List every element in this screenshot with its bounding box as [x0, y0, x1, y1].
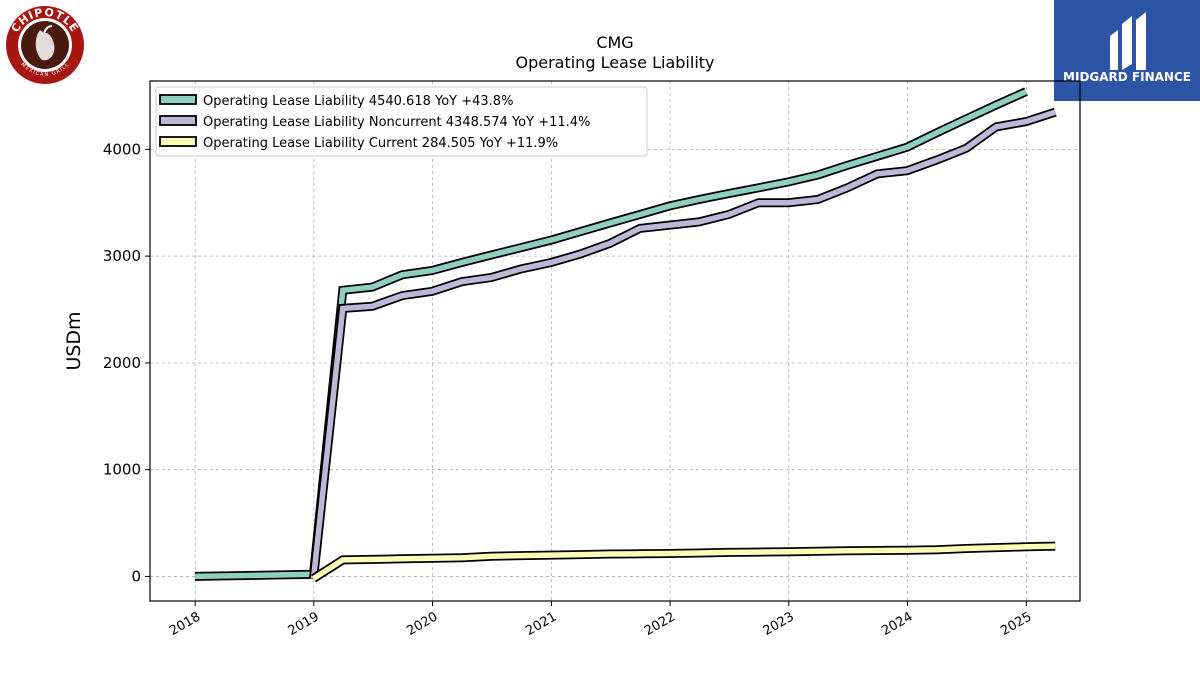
y-tick-label: 2000 [103, 354, 141, 372]
legend-swatch [159, 94, 197, 105]
series-outline [309, 107, 1057, 580]
x-axis: 2018 2019 2020 2021 2022 2023 2024 2025 [167, 601, 1034, 639]
y-tick-label: 3000 [103, 247, 141, 265]
chart-subtitle: Operating Lease Liability [515, 53, 714, 72]
y-tick-label: 0 [131, 567, 141, 585]
y-axis: 0 1000 2000 3000 4000 [103, 140, 150, 585]
chart-title: CMG [596, 33, 633, 52]
x-tick-label: 2018 [167, 609, 203, 639]
legend-swatch [159, 136, 197, 147]
plot-frame [149, 80, 1081, 602]
series-layer [194, 87, 1057, 583]
y-tick-label: 4000 [103, 140, 141, 158]
x-tick-label: 2024 [879, 609, 915, 639]
x-tick-label: 2025 [998, 609, 1034, 639]
x-tick-label: 2019 [286, 609, 322, 639]
x-tick-label: 2022 [642, 609, 678, 639]
grid [150, 81, 1080, 601]
chipotle-logo: CHIPOTLE MEXICAN GRILL [6, 6, 84, 84]
x-tick-label: 2021 [523, 609, 559, 639]
y-axis-label: USDm [63, 311, 85, 370]
x-tick-label: 2020 [404, 609, 440, 639]
svg-text:MIDGARD FINANCE: MIDGARD FINANCE [1063, 70, 1191, 84]
legend: Operating Lease Liability 4540.618 YoY +… [155, 86, 648, 157]
midgard-finance-logo: MIDGARD FINANCE [1054, 0, 1200, 101]
y-tick-label: 1000 [103, 461, 141, 479]
series-line [312, 543, 1056, 581]
x-tick-label: 2023 [761, 609, 797, 639]
legend-swatch [159, 115, 197, 126]
legend-label: Operating Lease Liability Noncurrent 434… [203, 115, 590, 130]
series-line [194, 89, 1028, 580]
legend-label: Operating Lease Liability 4540.618 YoY +… [203, 94, 513, 109]
legend-label: Operating Lease Liability Current 284.50… [203, 136, 558, 151]
series-line [310, 109, 1057, 579]
